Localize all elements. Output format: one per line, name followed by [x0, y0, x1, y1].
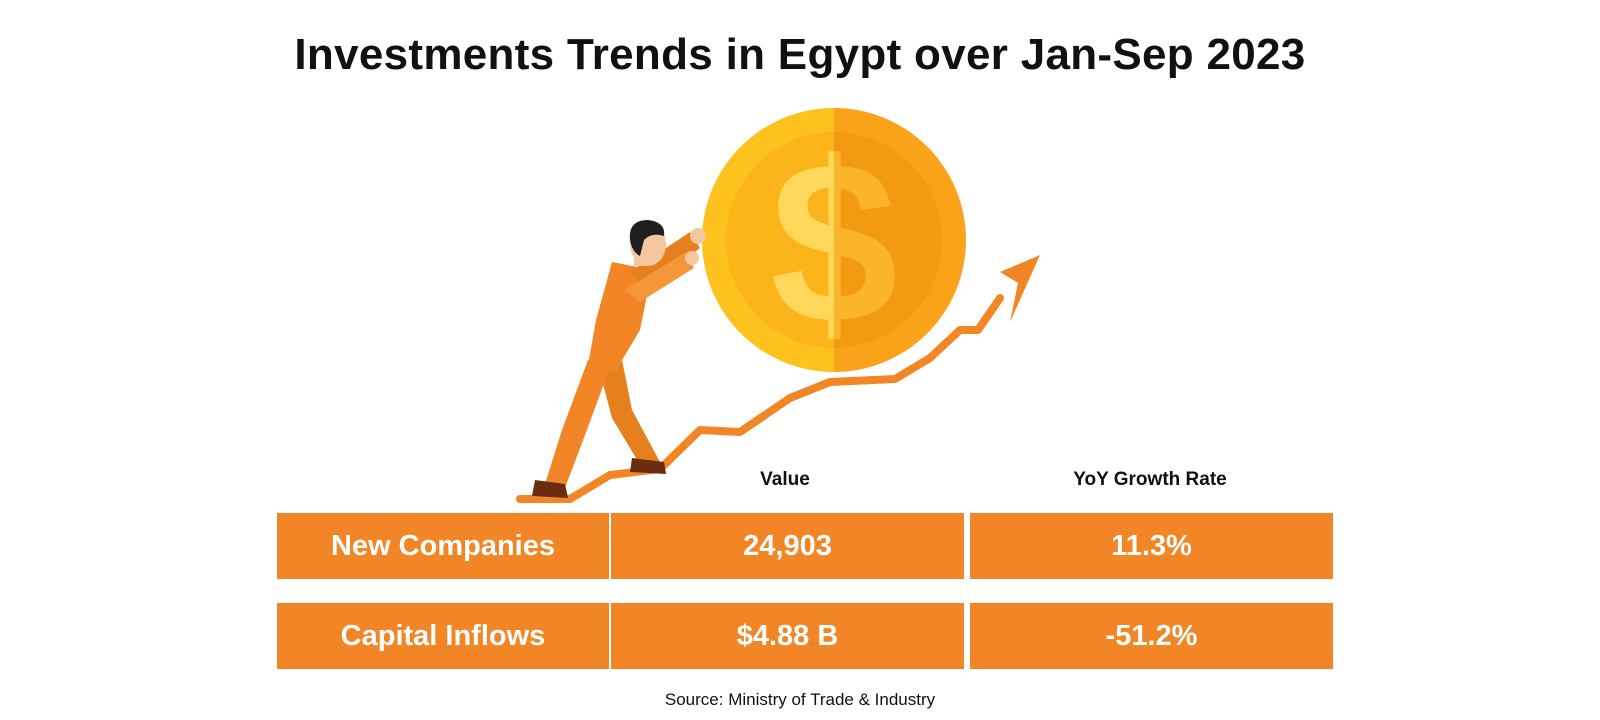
source-note: Source: Ministry of Trade & Industry: [664, 690, 936, 709]
value-new-companies: 24,903: [611, 513, 964, 579]
column-header-value: Value: [760, 469, 810, 490]
svg-text:$: $: [770, 114, 898, 371]
growth-new-companies: 11.3%: [970, 513, 1333, 579]
page-title: Investments Trends in Egypt over Jan-Sep…: [294, 30, 1306, 79]
person-pushing-icon: [532, 220, 706, 498]
column-header-growth: YoY Growth Rate: [1073, 469, 1227, 490]
value-capital-inflows: $4.88 B: [611, 603, 964, 669]
growth-capital-inflows: -51.2%: [970, 603, 1333, 669]
dollar-coin-icon: $ $: [702, 108, 966, 372]
row-label-capital-inflows: Capital Inflows: [277, 603, 609, 669]
coin-symbol: $: [770, 114, 898, 371]
trend-arrow-icon: [516, 255, 1040, 503]
row-label-new-companies: New Companies: [277, 513, 609, 579]
